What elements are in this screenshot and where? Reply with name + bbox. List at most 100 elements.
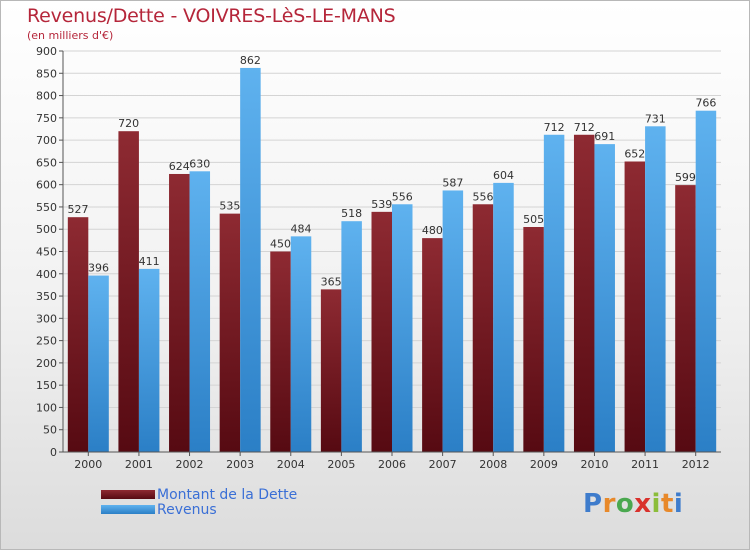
legend-item-dette: Montant de la Dette: [101, 487, 297, 502]
bar-dette: [523, 226, 544, 452]
y-tick-label: 900: [36, 45, 57, 58]
value-label: 527: [68, 203, 89, 216]
bar-dette: [573, 134, 595, 452]
bar-revenus: [88, 275, 109, 452]
y-tick-label: 150: [36, 379, 57, 392]
value-label: 396: [88, 262, 109, 275]
value-label: 480: [422, 224, 443, 237]
y-tick-label: 550: [36, 201, 57, 214]
bar-dette: [219, 213, 241, 452]
logo-letter: r: [602, 489, 616, 519]
y-tick-label: 600: [36, 179, 57, 192]
y-tick-label: 0: [50, 446, 57, 459]
x-tick-label: 2000: [74, 458, 102, 471]
y-tick-label: 200: [36, 357, 57, 370]
bar-dette: [118, 131, 139, 452]
value-label: 652: [624, 147, 645, 160]
value-label: 599: [675, 171, 696, 184]
bar-revenus: [543, 134, 565, 452]
y-tick-label: 50: [43, 424, 57, 437]
bar-dette: [422, 238, 443, 452]
value-label: 484: [291, 222, 312, 235]
x-tick-label: 2003: [226, 458, 254, 471]
bar-dette: [371, 211, 392, 452]
value-label: 505: [523, 213, 544, 226]
bar-revenus: [138, 268, 160, 452]
bar-dette: [320, 289, 342, 452]
x-tick-label: 2005: [327, 458, 355, 471]
x-tick-label: 2009: [530, 458, 558, 471]
legend-item-revenus: Revenus: [101, 502, 297, 517]
bar-dette: [675, 185, 696, 452]
value-label: 411: [139, 255, 160, 268]
bar-revenus: [442, 190, 464, 452]
bar-dette: [67, 217, 89, 452]
legend-swatch-revenus: [101, 505, 155, 514]
value-label: 712: [574, 121, 595, 134]
logo-letter: P: [583, 489, 603, 519]
value-label: 556: [472, 190, 493, 203]
bar-revenus: [645, 126, 666, 452]
x-tick-label: 2006: [378, 458, 406, 471]
logo-letter: x: [634, 489, 652, 519]
value-label: 720: [118, 117, 139, 130]
x-tick-label: 2002: [176, 458, 204, 471]
y-tick-label: 100: [36, 401, 57, 414]
y-tick-label: 400: [36, 268, 57, 281]
x-tick-label: 2011: [631, 458, 659, 471]
logo-letter: i: [651, 489, 661, 519]
bar-revenus: [341, 221, 362, 452]
value-label: 556: [392, 190, 413, 203]
y-tick-label: 850: [36, 67, 57, 80]
y-tick-label: 700: [36, 134, 57, 147]
value-label: 731: [645, 112, 666, 125]
value-label: 712: [544, 121, 565, 134]
y-tick-label: 450: [36, 246, 57, 259]
legend-label-dette: Montant de la Dette: [157, 486, 298, 503]
value-label: 862: [240, 54, 261, 67]
value-label: 691: [594, 130, 615, 143]
proxiti-logo: Proxiti: [583, 489, 683, 519]
y-tick-label: 650: [36, 156, 57, 169]
value-label: 766: [695, 97, 716, 110]
value-label: 518: [341, 207, 362, 220]
y-tick-label: 300: [36, 312, 57, 325]
y-tick-label: 500: [36, 223, 57, 236]
bar-revenus: [189, 171, 211, 453]
bar-revenus: [594, 144, 615, 453]
x-tick-label: 2007: [429, 458, 457, 471]
bar-dette: [270, 251, 291, 452]
x-tick-label: 2008: [479, 458, 507, 471]
value-label: 450: [270, 238, 291, 251]
chart-subtitle: (en milliers d'€): [27, 29, 114, 42]
bar-revenus: [290, 236, 312, 452]
x-tick-label: 2012: [682, 458, 710, 471]
bar-dette: [472, 204, 494, 452]
y-tick-label: 250: [36, 335, 57, 348]
value-label: 587: [442, 176, 463, 189]
y-tick-label: 800: [36, 90, 57, 103]
logo-letter: t: [660, 489, 674, 519]
value-label: 539: [371, 198, 392, 211]
logo-letter: i: [673, 489, 684, 519]
x-tick-label: 2004: [277, 458, 305, 471]
bar-revenus: [240, 67, 261, 452]
x-tick-label: 2010: [580, 458, 608, 471]
bar-revenus: [695, 110, 717, 453]
value-label: 535: [219, 200, 240, 213]
value-label: 365: [321, 275, 342, 288]
chart-title: Revenus/Dette - VOIVRES-LèS-LE-MANS: [27, 5, 396, 27]
legend-swatch-dette: [101, 490, 155, 499]
x-tick-label: 2001: [125, 458, 153, 471]
value-label: 624: [169, 160, 190, 173]
value-label: 604: [493, 169, 514, 182]
value-label: 630: [189, 157, 210, 170]
legend: Montant de la Dette Revenus: [101, 487, 297, 517]
bar-dette: [624, 161, 646, 452]
bar-revenus: [493, 182, 514, 452]
logo-letter: o: [615, 489, 635, 519]
bar-dette: [169, 173, 190, 452]
y-tick-label: 750: [36, 112, 57, 125]
